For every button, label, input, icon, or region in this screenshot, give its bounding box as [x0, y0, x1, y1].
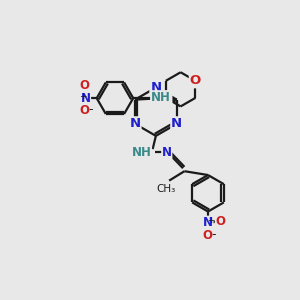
Text: O: O — [215, 215, 225, 228]
Text: CH₃: CH₃ — [157, 184, 176, 194]
Text: N: N — [203, 216, 213, 229]
Text: N: N — [80, 92, 91, 105]
Text: NH: NH — [132, 146, 152, 159]
Text: N: N — [150, 81, 161, 94]
Text: O: O — [79, 104, 89, 117]
Text: +: + — [207, 216, 215, 225]
Text: N: N — [160, 92, 171, 104]
Text: O: O — [79, 79, 89, 92]
Text: +: + — [80, 92, 87, 101]
Text: O: O — [190, 74, 201, 87]
Text: -: - — [212, 228, 216, 241]
Text: O: O — [202, 229, 212, 242]
Text: N: N — [162, 146, 172, 159]
Text: NH: NH — [151, 91, 170, 104]
Text: N: N — [171, 117, 182, 130]
Text: -: - — [88, 103, 93, 116]
Text: N: N — [129, 117, 140, 130]
